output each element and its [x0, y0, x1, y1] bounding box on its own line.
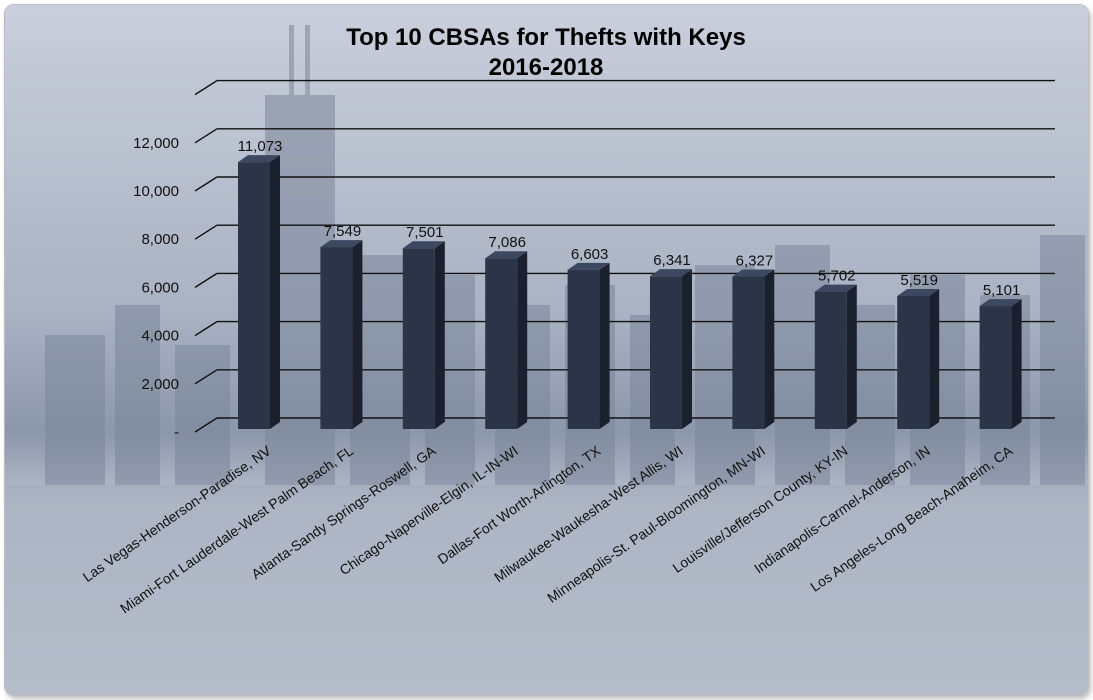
- bar-side: [517, 251, 528, 429]
- gridline-depth: [194, 417, 218, 433]
- data-label: 11,073: [238, 138, 283, 155]
- data-label: 7,086: [488, 234, 526, 251]
- bar: [897, 288, 940, 429]
- bar: [979, 299, 1022, 429]
- bar-side: [352, 240, 363, 429]
- bar: [650, 269, 692, 429]
- gridline-depth: [194, 321, 218, 337]
- bar-top: [897, 288, 940, 296]
- gridline-depth: [194, 369, 218, 385]
- data-label: 6,341: [653, 252, 691, 269]
- data-label: 5,101: [983, 282, 1021, 299]
- bar-side: [682, 269, 692, 429]
- y-tick-label: 10,000: [133, 183, 179, 200]
- bar-top: [320, 240, 363, 248]
- y-tick-label: 8,000: [141, 231, 179, 248]
- bar-side: [270, 155, 280, 430]
- y-tick-label: 4,000: [141, 328, 179, 345]
- gridline-depth: [194, 224, 218, 240]
- bar-side: [434, 241, 445, 429]
- bars: [238, 155, 1022, 430]
- gridline-depth: [194, 80, 218, 96]
- bar-front: [732, 276, 765, 429]
- bar-front: [485, 258, 518, 429]
- bar-front: [567, 269, 600, 429]
- data-label: 7,501: [406, 224, 444, 241]
- bar-chart: Top 10 CBSAs for Thefts with Keys 2016-2…: [5, 5, 1088, 695]
- bar-front: [897, 295, 930, 429]
- bar-front: [320, 247, 353, 429]
- data-labels: 11,073 7,549 7,501 7,086 6,603 6,341 6,327 5,70…: [238, 138, 1021, 299]
- y-tick-label: 2,000: [141, 376, 179, 393]
- bar-side: [599, 262, 610, 429]
- y-tick-label: 6,000: [141, 279, 179, 296]
- bar: [814, 284, 857, 429]
- data-label: 7,549: [324, 223, 362, 240]
- data-label: 5,702: [818, 268, 856, 285]
- bar: [567, 262, 610, 429]
- bar-top: [402, 241, 445, 249]
- bar-front: [238, 162, 270, 430]
- bar-top: [979, 299, 1022, 307]
- y-tick-label: 12,000: [133, 135, 179, 152]
- bar-front: [814, 291, 847, 429]
- bar: [402, 241, 445, 429]
- gridline-depth: [194, 272, 218, 288]
- data-label: 6,603: [571, 246, 609, 263]
- data-label: 6,327: [736, 253, 774, 270]
- bar-side: [764, 269, 775, 429]
- chart-subtitle: 2016-2018: [489, 54, 604, 81]
- bar-side: [846, 284, 857, 429]
- bar: [485, 251, 528, 429]
- bar-top: [814, 284, 857, 292]
- bar-front: [979, 306, 1012, 429]
- data-label: 5,519: [900, 272, 938, 289]
- bar: [732, 269, 775, 429]
- bar: [320, 240, 363, 429]
- chart-container: Top 10 CBSAs for Thefts with Keys 2016-2…: [4, 4, 1089, 696]
- bar-top: [650, 269, 692, 277]
- bar-front: [650, 276, 682, 429]
- chart-title-line1: Top 10 CBSAs for Thefts with Keys: [346, 24, 746, 51]
- bar-top: [485, 251, 528, 259]
- bar-side: [929, 288, 940, 429]
- y-axis-ticks: - 2,000 4,000 6,000 8,000 10,000 12,000: [133, 135, 179, 441]
- bar-top: [238, 155, 280, 163]
- chart-title: Top 10 CBSAs for Thefts with Keys 2016-2…: [346, 24, 746, 81]
- gridline-depth: [194, 176, 218, 192]
- bar-side: [1011, 299, 1022, 429]
- bar-front: [402, 248, 435, 429]
- bar-top: [732, 269, 775, 277]
- bar: [238, 155, 280, 430]
- bar-top: [567, 262, 610, 270]
- y-tick-label: -: [174, 424, 179, 441]
- gridline-depth: [194, 128, 218, 144]
